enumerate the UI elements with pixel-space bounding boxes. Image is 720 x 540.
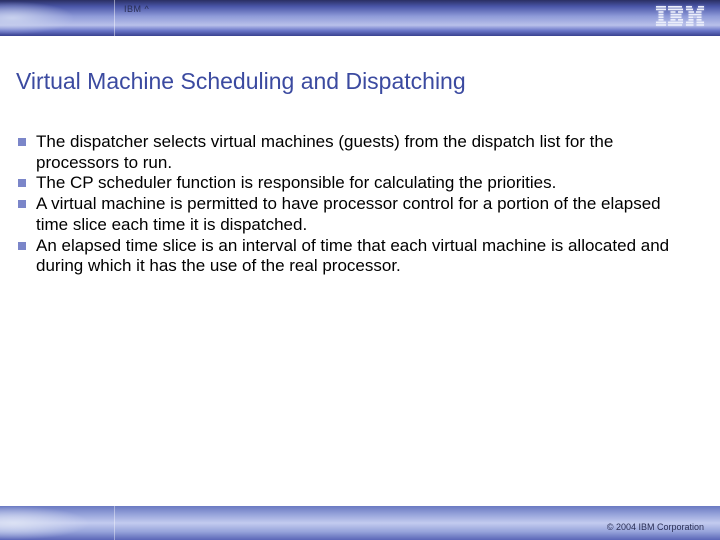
- bullet-icon: [18, 242, 26, 250]
- list-item: The CP scheduler function is responsible…: [18, 173, 686, 194]
- list-item-text: A virtual machine is permitted to have p…: [36, 194, 661, 234]
- bottom-divider: [114, 506, 115, 540]
- bullet-icon: [18, 138, 26, 146]
- bullet-list: The dispatcher selects virtual machines …: [18, 132, 686, 277]
- slide: IBM ^ Virtual: [0, 0, 720, 540]
- ibm-logo-icon: [656, 6, 704, 26]
- copyright-text: © 2004 IBM Corporation: [607, 522, 704, 532]
- list-item-text: The dispatcher selects virtual machines …: [36, 132, 613, 172]
- top-banner: [0, 0, 720, 36]
- list-item: A virtual machine is permitted to have p…: [18, 194, 686, 235]
- banner-divider: [114, 0, 115, 36]
- banner-left-highlight: [0, 0, 80, 36]
- list-item-text: An elapsed time slice is an interval of …: [36, 236, 669, 276]
- bullet-icon: [18, 200, 26, 208]
- list-item-text: The CP scheduler function is responsible…: [36, 173, 556, 192]
- bottom-left-highlight: [0, 506, 90, 540]
- list-item: The dispatcher selects virtual machines …: [18, 132, 686, 173]
- bullet-icon: [18, 179, 26, 187]
- slide-title: Virtual Machine Scheduling and Dispatchi…: [16, 68, 466, 95]
- list-item: An elapsed time slice is an interval of …: [18, 236, 686, 277]
- banner-label: IBM ^: [124, 4, 149, 14]
